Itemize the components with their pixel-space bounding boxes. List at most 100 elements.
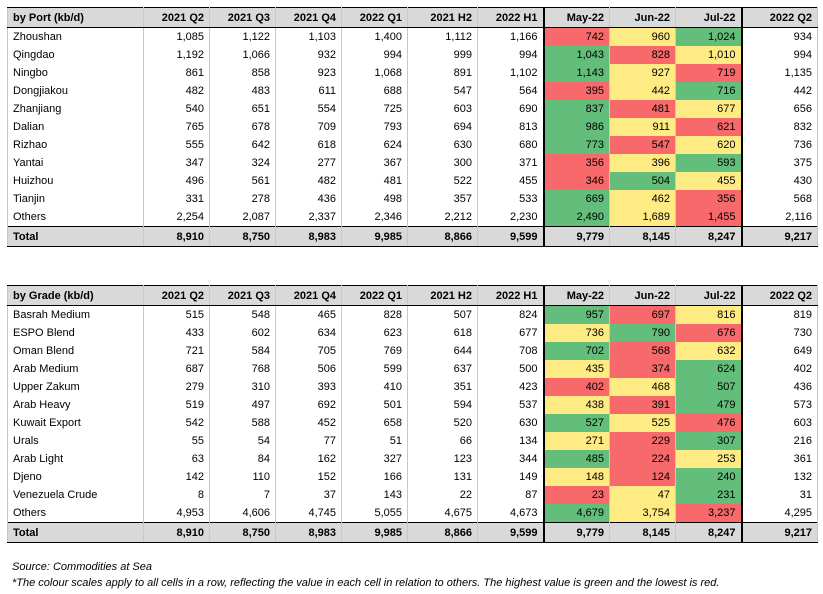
row-label: Dongjiakou: [7, 82, 144, 100]
value-cell: 1,066: [209, 46, 276, 64]
value-cell: 692: [275, 396, 342, 414]
value-cell: 504: [609, 172, 676, 190]
column-header: 2022 H1: [477, 7, 544, 28]
value-cell: 148: [542, 468, 610, 486]
value-cell: 231: [675, 486, 743, 504]
value-cell: 481: [341, 172, 408, 190]
row-label: Oman Blend: [7, 342, 144, 360]
value-cell: 690: [477, 100, 544, 118]
value-cell: 375: [741, 154, 818, 172]
value-cell: 927: [609, 64, 676, 82]
value-cell: 423: [477, 378, 544, 396]
value-cell: 999: [407, 46, 478, 64]
row-label: Djeno: [7, 468, 144, 486]
value-cell: 624: [675, 360, 743, 378]
value-cell: 277: [275, 154, 342, 172]
value-cell: 216: [741, 432, 818, 450]
value-cell: 837: [542, 100, 610, 118]
value-cell: 271: [542, 432, 610, 450]
column-header: Jun-22: [609, 7, 676, 28]
value-cell: 84: [209, 450, 276, 468]
value-cell: 634: [275, 324, 342, 342]
value-cell: 584: [209, 342, 276, 360]
value-cell: 649: [741, 342, 818, 360]
value-cell: 632: [675, 342, 743, 360]
value-cell: 816: [675, 305, 743, 324]
value-cell: 500: [477, 360, 544, 378]
value-cell: 2,087: [209, 208, 276, 227]
row-label: Arab Light: [7, 450, 144, 468]
table-row: Upper Zakum 279 310 393 410 351 423 402 468 507 43…: [7, 378, 818, 396]
value-cell: 540: [143, 100, 210, 118]
value-cell: 123: [407, 450, 478, 468]
value-cell: 124: [609, 468, 676, 486]
table-title: by Grade (kb/d): [7, 285, 144, 306]
value-cell: 957: [542, 305, 610, 324]
value-cell: 455: [477, 172, 544, 190]
table-row: Urals 55 54 77 51 66 134 271 229 307 216: [7, 432, 818, 450]
value-cell: 361: [741, 450, 818, 468]
value-cell: 618: [407, 324, 478, 342]
value-cell: 462: [609, 190, 676, 208]
value-cell: 765: [143, 118, 210, 136]
column-header: Jun-22: [609, 285, 676, 306]
row-label: Rizhao: [7, 136, 144, 154]
value-cell: 4,606: [209, 504, 276, 523]
row-label: Dalian: [7, 118, 144, 136]
table-row: Venezuela Crude 8 7 37 143 22 87 23 47 231 31: [7, 486, 818, 504]
value-cell: 994: [477, 46, 544, 64]
value-cell: 1,102: [477, 64, 544, 82]
value-cell: 2,116: [741, 208, 818, 227]
value-cell: 687: [143, 360, 210, 378]
value-cell: 793: [341, 118, 408, 136]
value-cell: 442: [609, 82, 676, 100]
value-cell: 934: [741, 27, 818, 46]
total-value-cell: 8,750: [209, 522, 276, 543]
value-cell: 51: [341, 432, 408, 450]
value-cell: 832: [741, 118, 818, 136]
total-value-cell: 8,145: [609, 522, 676, 543]
value-cell: 709: [275, 118, 342, 136]
total-row: Total 8,910 8,750 8,983 9,985 8,866 9,599 9,779…: [7, 226, 818, 247]
value-cell: 240: [675, 468, 743, 486]
value-cell: 702: [542, 342, 610, 360]
value-cell: 677: [477, 324, 544, 342]
port-table: by Port (kb/d) 2021 Q2 2021 Q3 2021 Q4 2022 …: [7, 7, 818, 247]
value-cell: 402: [741, 360, 818, 378]
value-cell: 561: [209, 172, 276, 190]
value-cell: 568: [609, 342, 676, 360]
value-cell: 430: [741, 172, 818, 190]
value-cell: 719: [675, 64, 743, 82]
table-row: Dongjiakou 482 483 611 688 547 564 395 442 716 442: [7, 82, 818, 100]
value-cell: 395: [542, 82, 610, 100]
value-cell: 327: [341, 450, 408, 468]
value-cell: 87: [477, 486, 544, 504]
column-header: May-22: [542, 285, 610, 306]
value-cell: 986: [542, 118, 610, 136]
value-cell: 828: [609, 46, 676, 64]
value-cell: 507: [407, 305, 478, 324]
value-cell: 994: [341, 46, 408, 64]
value-cell: 620: [675, 136, 743, 154]
value-cell: 1,192: [143, 46, 210, 64]
value-cell: 828: [341, 305, 408, 324]
total-value-cell: 9,599: [477, 522, 544, 543]
value-cell: 564: [477, 82, 544, 100]
value-cell: 351: [407, 378, 478, 396]
table-row: Arab Heavy 519 497 692 501 594 537 438 391 479 573: [7, 396, 818, 414]
column-header: 2022 Q1: [341, 285, 408, 306]
value-cell: 824: [477, 305, 544, 324]
value-cell: 7: [209, 486, 276, 504]
value-cell: 736: [741, 136, 818, 154]
value-cell: 496: [143, 172, 210, 190]
value-cell: 603: [741, 414, 818, 432]
table-row: Zhanjiang 540 651 554 725 603 690 837 481 677 656: [7, 100, 818, 118]
total-value-cell: 8,750: [209, 226, 276, 247]
value-cell: 402: [542, 378, 610, 396]
table-row: Yantai 347 324 277 367 300 371 356 396 593 375: [7, 154, 818, 172]
value-cell: 479: [675, 396, 743, 414]
column-header: 2021 Q4: [275, 7, 342, 28]
value-cell: 1,122: [209, 27, 276, 46]
total-value-cell: 9,779: [542, 226, 610, 247]
